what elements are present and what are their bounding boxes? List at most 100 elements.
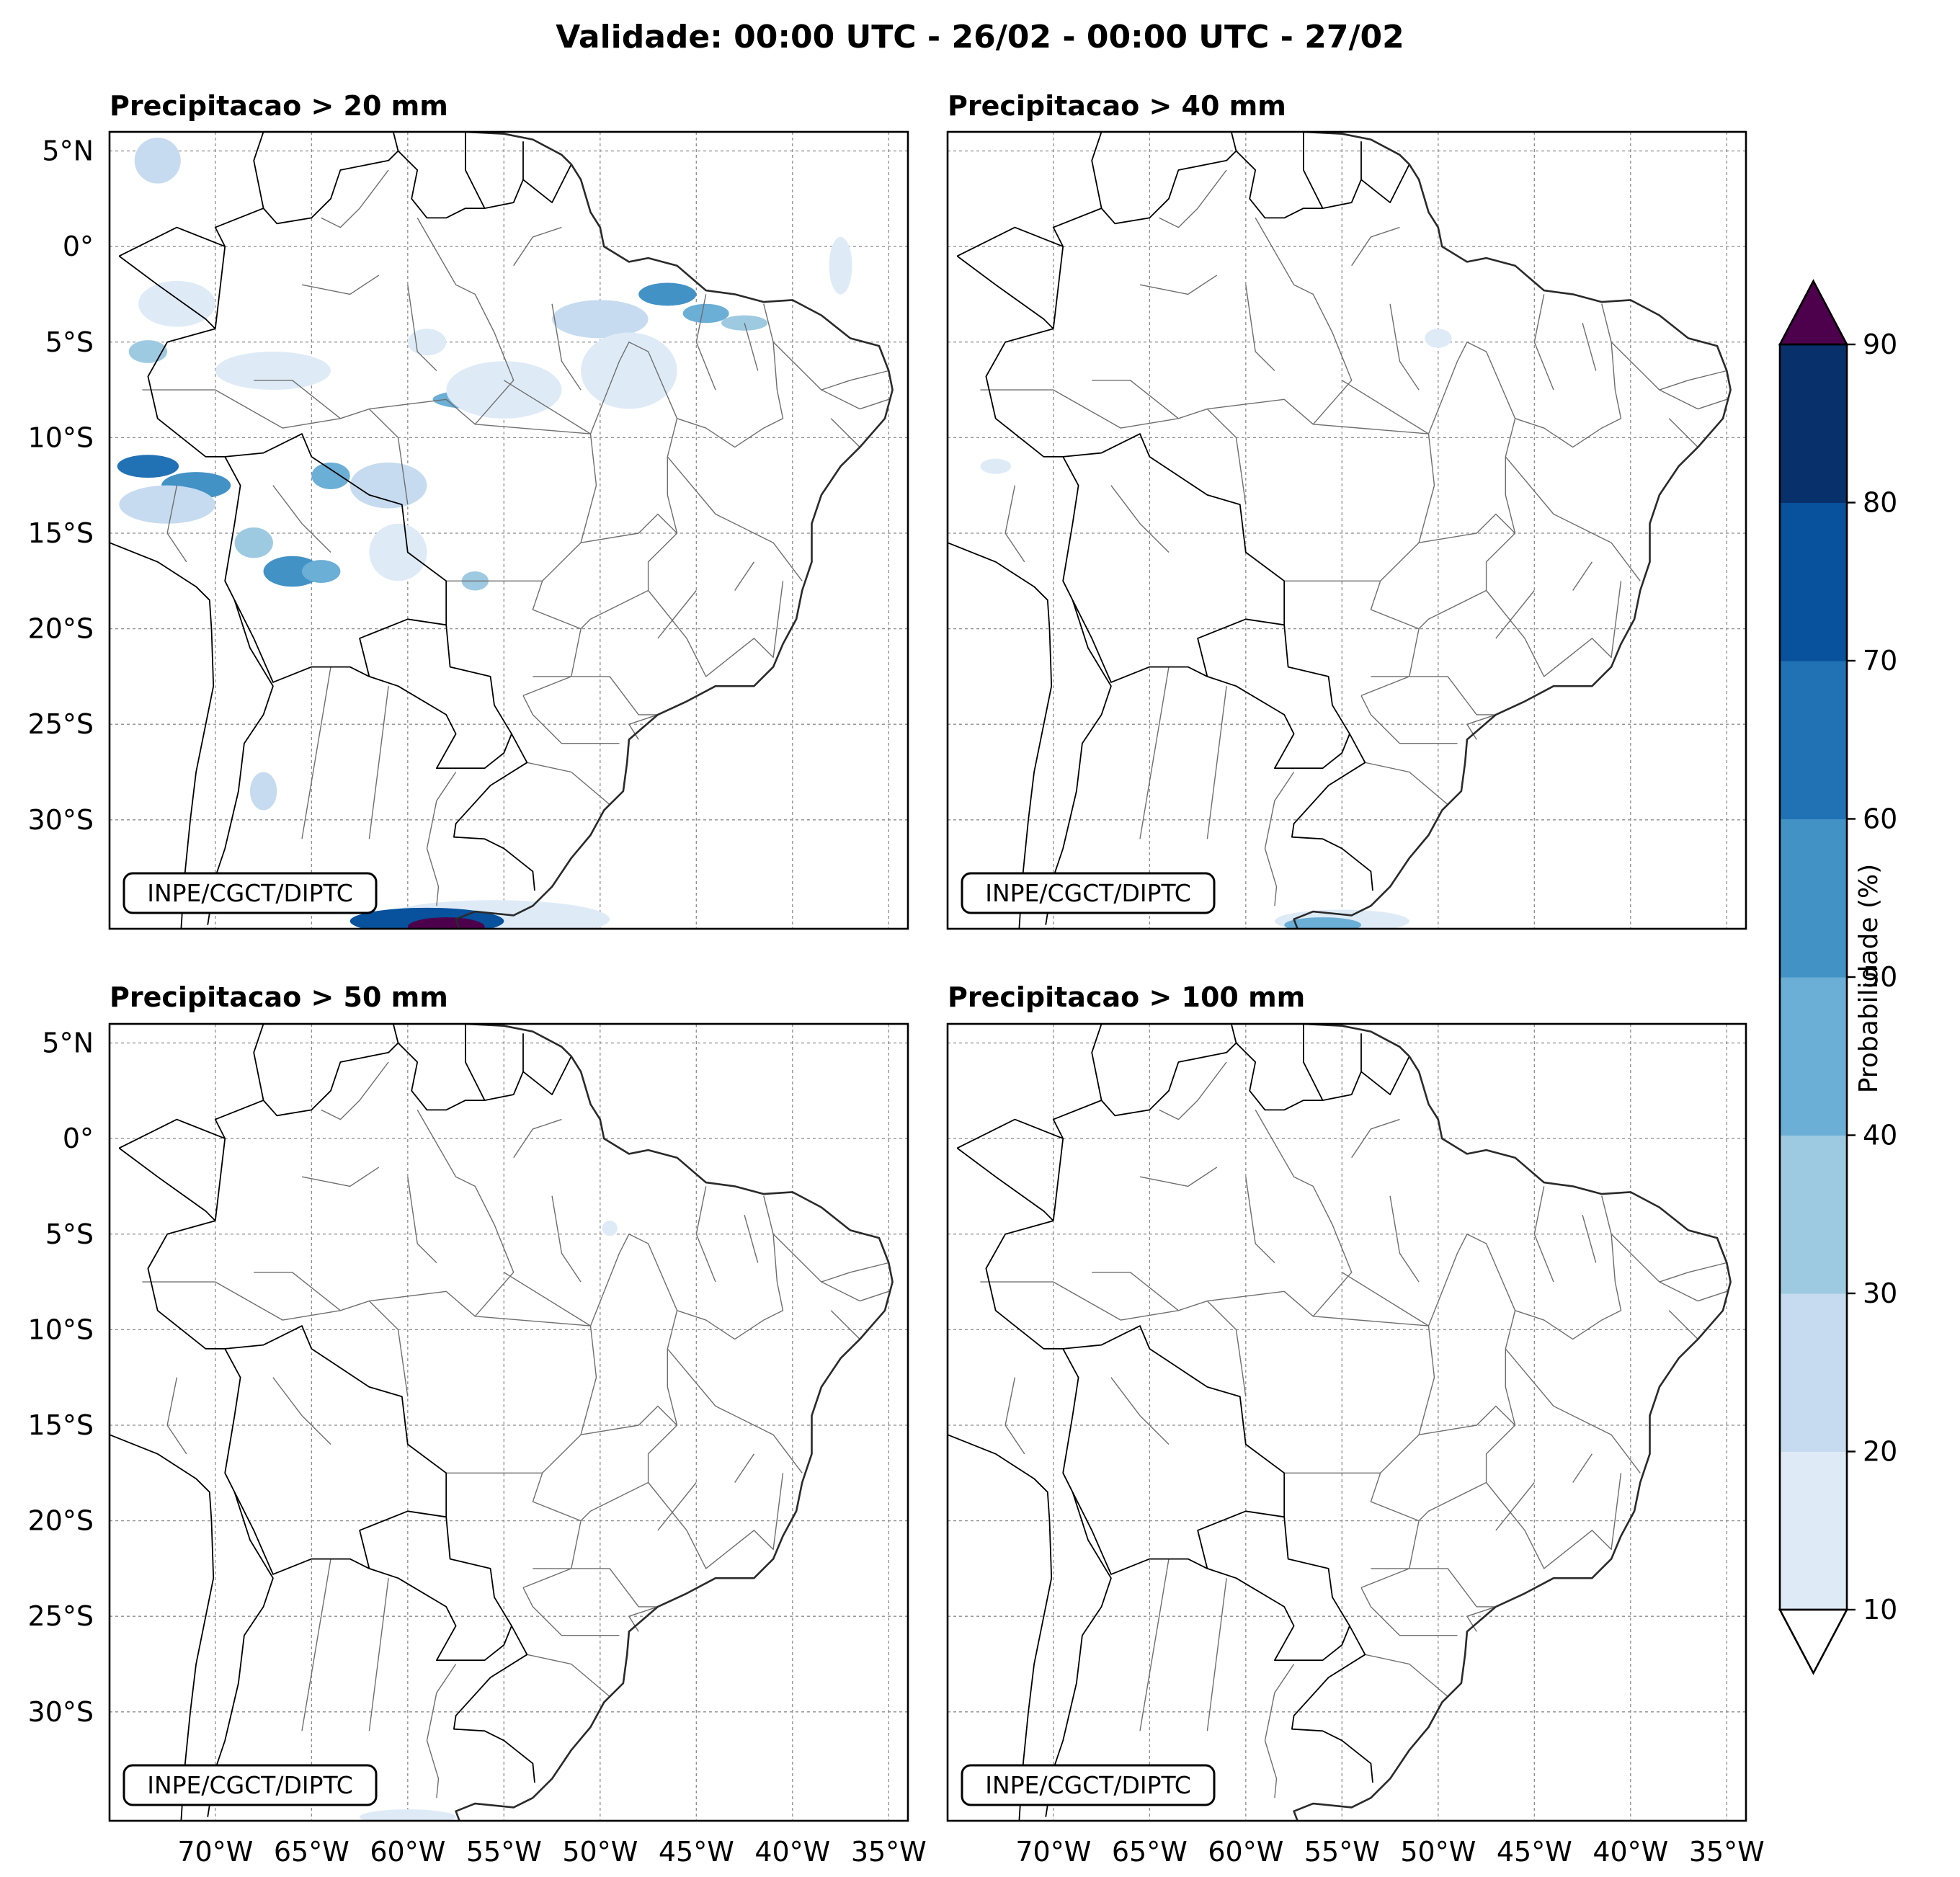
state-boundary xyxy=(1486,1473,1622,1569)
lon-tick-label: 65°W xyxy=(274,1836,349,1868)
state-boundary xyxy=(821,389,889,410)
state-boundary xyxy=(1245,1177,1275,1263)
map-panel-20mm: Precipitacao > 20 mm INPE/CGCT/DIPTC 5°N 0… xyxy=(28,90,909,930)
probability-area xyxy=(263,556,321,587)
lon-tick-label: 70°W xyxy=(1015,1836,1091,1868)
state-boundary xyxy=(1389,303,1420,391)
state-boundary xyxy=(513,1118,562,1159)
country-border xyxy=(118,1118,226,1149)
state-boundary xyxy=(667,1348,803,1473)
colorbar-segment xyxy=(1780,1451,1847,1610)
lat-tick-label: 5°N xyxy=(42,1027,94,1059)
country-border xyxy=(1360,164,1410,203)
probability-area xyxy=(581,332,677,409)
state-boundary xyxy=(254,1272,341,1311)
state-boundary xyxy=(272,485,331,553)
lon-tick-label: 55°W xyxy=(1304,1836,1380,1868)
state-boundary xyxy=(1159,1061,1227,1120)
country-border xyxy=(1063,433,1286,677)
state-boundary xyxy=(533,676,659,740)
country-border xyxy=(1230,132,1237,151)
state-boundary xyxy=(1505,456,1641,581)
state-boundary xyxy=(695,1186,716,1283)
country-border xyxy=(985,328,1079,601)
lon-tick-label: 70°W xyxy=(177,1836,253,1868)
country-border xyxy=(465,132,486,209)
colorbar-label: Probabilidade (%) xyxy=(1854,864,1884,1094)
lat-tick-label: 10°S xyxy=(28,1314,94,1345)
watermark-text: INPE/CGCT/DIPTC xyxy=(147,1771,353,1799)
state-boundary xyxy=(1365,1654,1448,1698)
watermark-text: INPE/CGCT/DIPTC xyxy=(147,879,353,907)
lat-tick-label: 25°S xyxy=(28,1600,94,1632)
state-boundary xyxy=(1668,418,1698,448)
probability-area xyxy=(117,455,179,478)
figure-title: Validade: 00:00 UTC - 26/02 - 00:00 UTC … xyxy=(556,19,1404,55)
pacific-coastline xyxy=(948,540,1053,929)
atlantic-coastline xyxy=(455,132,894,929)
state-boundary xyxy=(1611,342,1727,391)
country-border xyxy=(397,141,524,219)
probability-area xyxy=(446,361,562,419)
colorbar-tick-label: 10 xyxy=(1863,1594,1897,1626)
lat-tick-label: 20°S xyxy=(28,1505,94,1537)
state-boundary xyxy=(321,1061,389,1120)
probability-area xyxy=(369,523,427,581)
state-boundary xyxy=(1351,226,1400,267)
probability-area xyxy=(234,527,273,558)
state-boundary xyxy=(1389,1195,1420,1283)
country-border xyxy=(397,1033,524,1111)
country-border xyxy=(207,599,274,925)
country-border xyxy=(522,1056,572,1095)
country-border xyxy=(956,1118,1064,1149)
country-border xyxy=(1052,1042,1237,1221)
state-boundary xyxy=(1515,1195,1622,1340)
probability-area xyxy=(128,340,168,363)
probability-area xyxy=(138,280,215,327)
state-boundary xyxy=(527,762,610,806)
map-area xyxy=(948,132,1746,929)
country-border xyxy=(118,255,216,329)
state-boundary xyxy=(1360,695,1458,744)
state-boundary xyxy=(677,303,784,448)
atlantic-coastline xyxy=(1293,1024,1732,1821)
colorbar-segment xyxy=(1780,502,1847,661)
probability-area xyxy=(1425,329,1452,348)
probability-area xyxy=(1284,917,1362,929)
state-boundary xyxy=(744,1215,759,1263)
state-boundary xyxy=(1659,1281,1727,1302)
state-boundary xyxy=(301,1559,331,1731)
state-boundary xyxy=(272,1377,331,1445)
lat-tick-label: 25°S xyxy=(28,708,94,740)
state-boundary xyxy=(1139,666,1170,839)
probability-area xyxy=(407,329,447,356)
country-border xyxy=(453,734,535,891)
lon-tick-label: 50°W xyxy=(562,1836,638,1868)
map-panel-50mm: Precipitacao > 50 mm INPE/CGCT/DIPTC 5°N 0… xyxy=(28,981,927,1868)
state-boundary xyxy=(533,1568,659,1632)
state-boundary xyxy=(301,275,380,295)
colorbar-tick-label: 60 xyxy=(1863,803,1897,835)
state-boundary xyxy=(980,389,1429,434)
map-frame xyxy=(108,130,909,930)
probability-area xyxy=(349,462,427,509)
lat-tick-label: 5°S xyxy=(45,326,94,358)
panel-title: Precipitacao > 40 mm xyxy=(948,90,1286,122)
state-boundary xyxy=(551,1195,582,1283)
state-boundary xyxy=(1245,285,1275,371)
state-boundary xyxy=(1371,1568,1497,1632)
colorbar-segment xyxy=(1780,819,1847,978)
state-boundary xyxy=(980,1281,1429,1327)
probability-area xyxy=(682,303,729,324)
pacific-coastline xyxy=(948,1432,1053,1821)
colorbar: Probabilidade (%) 10 20 30 40 50 60 70 80 90 xyxy=(1778,279,1897,1675)
state-boundary xyxy=(589,342,678,534)
state-boundary xyxy=(1533,1186,1554,1283)
state-boundary xyxy=(368,409,409,505)
state-boundary xyxy=(1495,1482,1535,1531)
country-border xyxy=(147,328,241,601)
lat-tick-label: 0° xyxy=(63,1123,94,1154)
country-border xyxy=(1303,1024,1324,1101)
state-boundary xyxy=(368,1578,389,1731)
state-boundary xyxy=(648,1473,784,1569)
